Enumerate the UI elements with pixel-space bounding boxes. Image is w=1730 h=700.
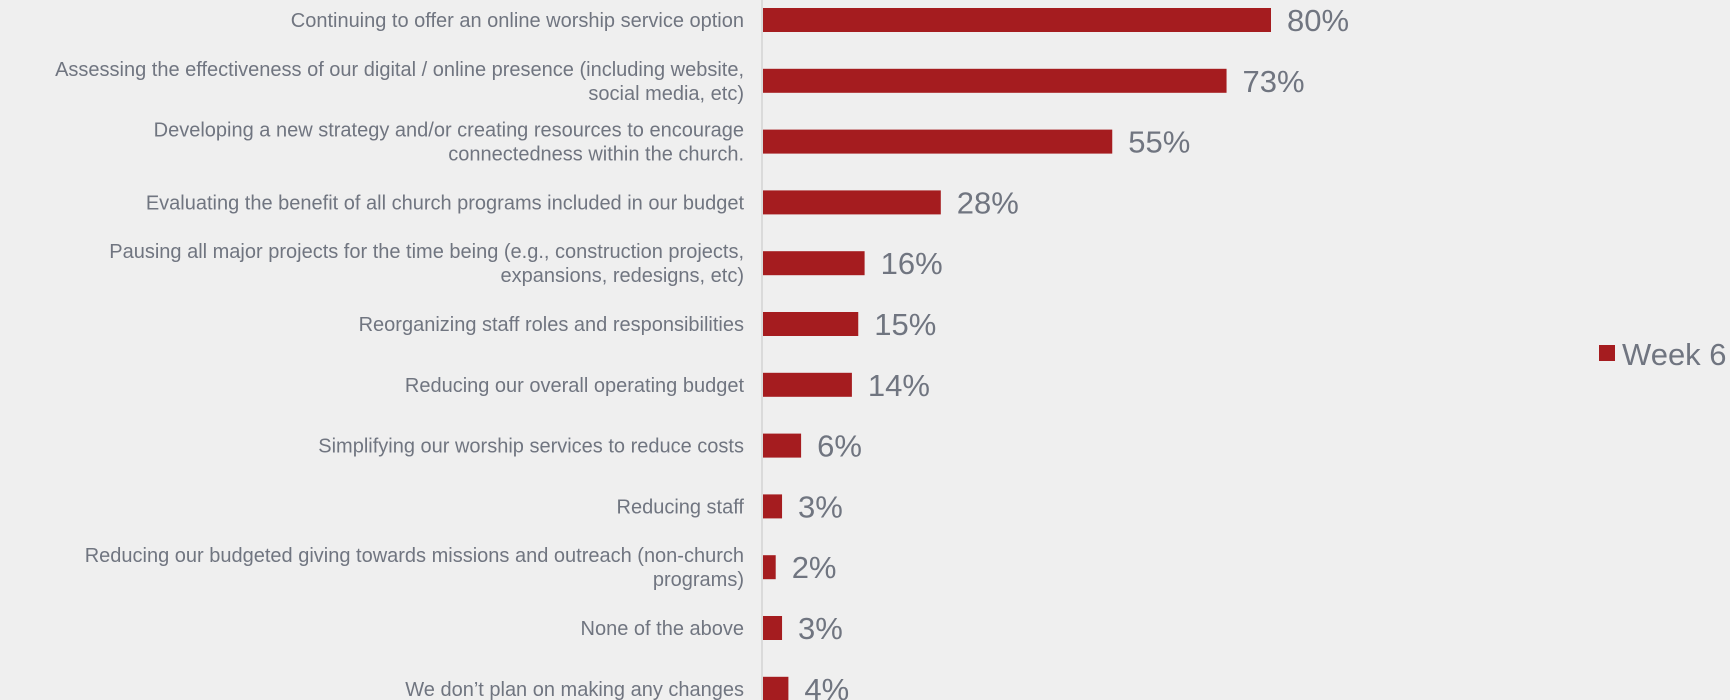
bar: [763, 251, 865, 276]
data-label: 14%: [868, 368, 930, 403]
bar: [763, 8, 1271, 32]
bar-row: Simplifying our worship services to redu…: [318, 429, 862, 464]
data-label: 15%: [874, 307, 936, 342]
data-label: 16%: [881, 246, 943, 281]
category-label-line: programs): [653, 569, 744, 591]
category-label: Continuing to offer an online worship se…: [291, 10, 744, 32]
bar-row: Reducing our budgeted giving towards mis…: [85, 545, 837, 591]
bar-row: None of the above 3%: [581, 611, 843, 646]
category-label: Developing a new strategy and/or creatin…: [154, 120, 744, 166]
bar: [763, 676, 789, 700]
bar-row: Reorganizing staff roles and responsibil…: [359, 307, 937, 342]
category-label-line: Developing a new strategy and/or creatin…: [154, 120, 744, 142]
bar-row: Reducing staff 3%: [617, 489, 843, 524]
bar-row: Continuing to offer an online worship se…: [291, 3, 1349, 38]
data-label: 2%: [792, 550, 837, 585]
bar: [763, 372, 852, 397]
data-label: 55%: [1128, 125, 1190, 160]
category-label-line: Reorganizing staff roles and responsibil…: [359, 314, 744, 336]
category-label-line: connectedness within the church.: [448, 144, 744, 166]
category-label: Evaluating the benefit of all church pro…: [146, 192, 745, 214]
category-label: Simplifying our worship services to redu…: [318, 436, 744, 458]
category-label: Assessing the effectiveness of our digit…: [55, 59, 744, 105]
legend: Week 6: [1599, 337, 1727, 372]
bar: [763, 555, 776, 580]
category-label-line: Reducing our overall operating budget: [405, 375, 745, 397]
bar-row: Pausing all major projects for the time …: [109, 241, 942, 287]
data-label: 73%: [1243, 64, 1305, 99]
bar-rows: Continuing to offer an online worship se…: [55, 3, 1349, 700]
legend-swatch-week-6: [1599, 345, 1615, 361]
bar: [763, 68, 1227, 93]
category-label: None of the above: [581, 618, 744, 640]
category-label: Pausing all major projects for the time …: [109, 241, 744, 287]
category-label: We don’t plan on making any changes: [405, 679, 744, 700]
category-label: Reducing staff: [617, 496, 745, 518]
category-label-line: expansions, redesigns, etc): [501, 265, 744, 287]
category-label-line: We don’t plan on making any changes: [405, 679, 744, 700]
category-label-line: Continuing to offer an online worship se…: [291, 10, 744, 32]
bar: [763, 616, 783, 640]
category-label: Reorganizing staff roles and responsibil…: [359, 314, 744, 336]
category-label-line: Evaluating the benefit of all church pro…: [146, 192, 745, 214]
category-label-line: Reducing our budgeted giving towards mis…: [85, 545, 744, 567]
bar: [763, 190, 941, 215]
bar-row: Developing a new strategy and/or creatin…: [154, 120, 1191, 166]
category-label-line: Assessing the effectiveness of our digit…: [55, 59, 744, 81]
bar: [763, 433, 802, 458]
data-label: 4%: [804, 672, 849, 700]
data-label: 28%: [957, 185, 1019, 220]
data-label: 80%: [1287, 3, 1349, 38]
category-label-line: Reducing staff: [617, 496, 745, 518]
bar-row: We don’t plan on making any changes 4%: [405, 672, 849, 700]
legend-label-week-6: Week 6: [1622, 337, 1727, 372]
data-label: 6%: [817, 429, 862, 464]
bar: [763, 494, 783, 519]
data-label: 3%: [798, 611, 843, 646]
category-label: Reducing our budgeted giving towards mis…: [85, 545, 744, 591]
bar-row: Evaluating the benefit of all church pro…: [146, 185, 1019, 220]
category-label-line: Simplifying our worship services to redu…: [318, 436, 744, 458]
category-label-line: Pausing all major projects for the time …: [109, 241, 744, 263]
data-label: 3%: [798, 489, 843, 524]
category-label-line: None of the above: [581, 618, 744, 640]
category-label-line: social media, etc): [588, 83, 744, 105]
bar-row: Reducing our overall operating budget 14%: [405, 368, 930, 403]
bar-row: Assessing the effectiveness of our digit…: [55, 59, 1305, 105]
bar: [763, 129, 1113, 154]
category-label: Reducing our overall operating budget: [405, 375, 745, 397]
bar: [763, 312, 859, 336]
